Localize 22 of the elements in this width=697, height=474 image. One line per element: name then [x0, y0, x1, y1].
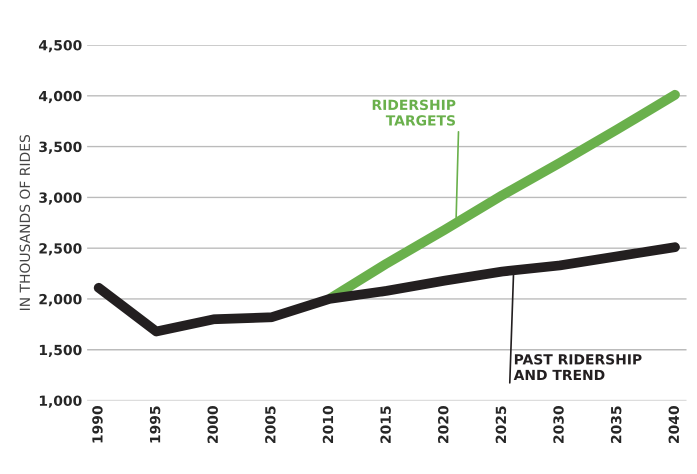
- x-tick-label: 2035: [610, 406, 622, 443]
- x-tick-label: 1990: [92, 406, 103, 442]
- y-tick-label: 2,000: [39, 294, 82, 306]
- y-axis-title: IN THOUSANDS OF RIDES: [20, 134, 30, 310]
- y-tick-label: 1,000: [40, 396, 82, 408]
- y-tick-label: 3,500: [39, 142, 82, 154]
- x-tick-label: 2040: [668, 406, 680, 443]
- annotation: RIDERSHIP TARGETS: [372, 100, 456, 126]
- y-tick-label: 4,000: [38, 90, 82, 104]
- x-tick-label: 2005: [265, 406, 276, 443]
- y-tick-label: 2,500: [39, 243, 82, 256]
- x-tick-label: 1995: [150, 406, 160, 442]
- x-tick-label: 2015: [380, 406, 391, 443]
- x-tick-label: 2025: [496, 406, 506, 443]
- x-tick-label: 2030: [553, 406, 564, 443]
- y-tick-label: 1,500: [40, 344, 82, 357]
- y-tick-label: 3,000: [39, 192, 82, 205]
- x-tick-label: 2010: [322, 406, 334, 443]
- x-tick-label: 2020: [438, 406, 448, 443]
- y-tick-label: 4,500: [38, 40, 82, 52]
- x-tick-label: 2000: [207, 406, 218, 443]
- annotation: PAST RIDERSHIP AND TREND: [514, 354, 642, 380]
